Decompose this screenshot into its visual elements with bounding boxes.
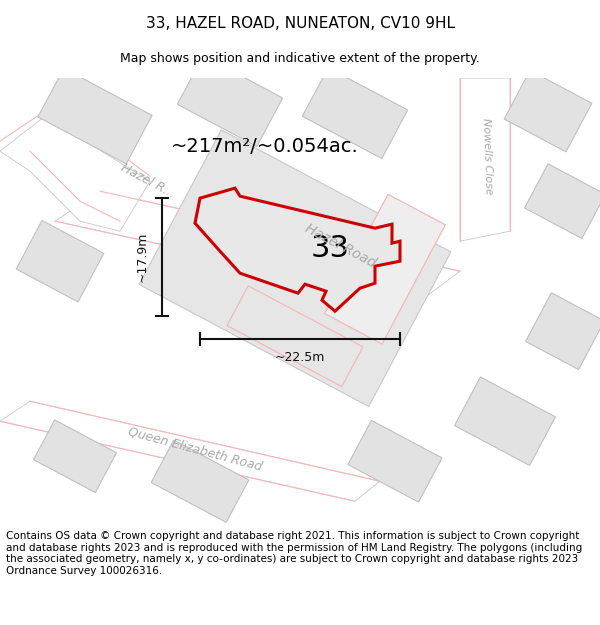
Polygon shape (302, 68, 407, 159)
Text: 33, HAZEL ROAD, NUNEATON, CV10 9HL: 33, HAZEL ROAD, NUNEATON, CV10 9HL (146, 16, 455, 31)
Polygon shape (460, 78, 510, 241)
Polygon shape (151, 440, 249, 522)
Polygon shape (504, 71, 592, 152)
Text: 33: 33 (311, 234, 349, 262)
Text: ~217m²/~0.054ac.: ~217m²/~0.054ac. (171, 137, 359, 156)
Polygon shape (524, 164, 600, 239)
Polygon shape (0, 116, 150, 231)
Text: Nowells Close: Nowells Close (481, 118, 493, 195)
Polygon shape (16, 221, 104, 302)
Polygon shape (526, 293, 600, 369)
Polygon shape (455, 377, 556, 466)
Text: Hazel Road: Hazel Road (302, 222, 378, 271)
Text: Hazel R...: Hazel R... (119, 161, 177, 201)
Polygon shape (34, 420, 116, 492)
Polygon shape (348, 421, 442, 502)
Text: Queen Elizabeth Road: Queen Elizabeth Road (127, 425, 263, 473)
Polygon shape (38, 68, 152, 164)
Polygon shape (195, 188, 400, 311)
Polygon shape (178, 56, 283, 146)
Polygon shape (0, 401, 380, 501)
Polygon shape (325, 194, 445, 344)
Text: Map shows position and indicative extent of the property.: Map shows position and indicative extent… (120, 52, 480, 65)
Polygon shape (139, 130, 451, 406)
Text: Contains OS data © Crown copyright and database right 2021. This information is : Contains OS data © Crown copyright and d… (6, 531, 582, 576)
Polygon shape (55, 191, 460, 301)
Text: ~17.9m: ~17.9m (136, 232, 149, 282)
Text: ~22.5m: ~22.5m (275, 351, 325, 364)
